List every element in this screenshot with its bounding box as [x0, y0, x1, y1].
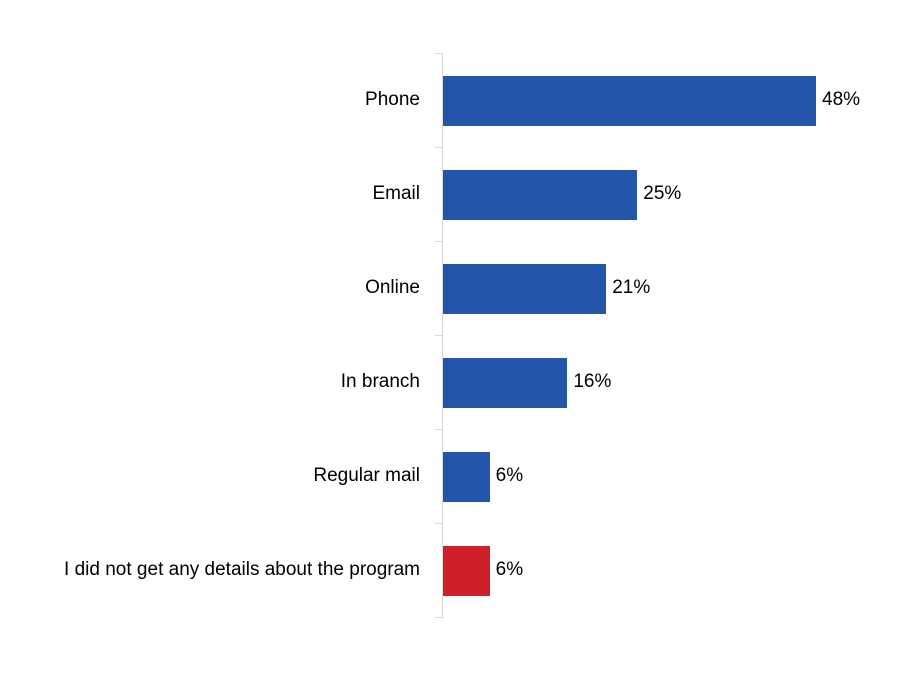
- bar: [443, 76, 816, 126]
- axis-tick: [435, 335, 443, 336]
- axis-tick: [435, 429, 443, 430]
- value-label: 25%: [643, 183, 682, 204]
- category-label: Email: [372, 183, 420, 204]
- axis-tick: [435, 617, 443, 618]
- category-label: Online: [365, 277, 420, 298]
- category-label: Regular mail: [313, 465, 420, 486]
- bar: [443, 264, 607, 314]
- category-label: Phone: [365, 89, 420, 110]
- value-label: 6%: [495, 465, 524, 486]
- bar-row: Phone 48%: [0, 53, 900, 147]
- bar-row: I did not get any details about the prog…: [0, 523, 900, 617]
- category-label: I did not get any details about the prog…: [64, 559, 420, 580]
- bar-row: Email 25%: [0, 147, 900, 241]
- bar: [443, 358, 568, 408]
- bar-row: Regular mail 6%: [0, 429, 900, 523]
- bar-row: In branch 16%: [0, 335, 900, 429]
- axis-tick: [435, 147, 443, 148]
- value-label: 48%: [822, 89, 861, 110]
- bar: [443, 452, 490, 502]
- bar: [443, 546, 490, 596]
- axis-tick: [435, 53, 443, 54]
- bar: [443, 170, 638, 220]
- category-label: In branch: [340, 371, 420, 392]
- value-label: 16%: [573, 371, 612, 392]
- bar-row: Online 21%: [0, 241, 900, 335]
- value-label: 21%: [612, 277, 651, 298]
- value-label: 6%: [495, 559, 524, 580]
- axis-tick: [435, 523, 443, 524]
- axis-tick: [435, 241, 443, 242]
